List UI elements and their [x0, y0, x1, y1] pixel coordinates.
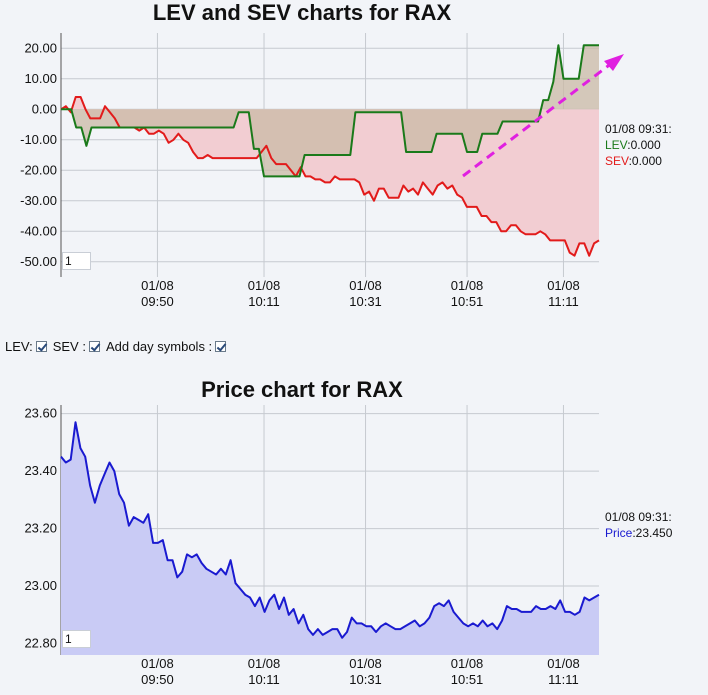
- x-tick-time: 10:11: [248, 672, 280, 687]
- x-tick-date: 01/08: [248, 278, 281, 293]
- x-tick-date: 01/08: [451, 278, 484, 293]
- x-tick-date: 01/08: [141, 278, 174, 293]
- sev-tooltip-row: SEV:0.000: [605, 154, 662, 168]
- y-tick-label: 0.00: [32, 101, 57, 116]
- lev-sev-x-ticks: 01/0809:5001/0810:1101/0810:3101/0810:51…: [141, 278, 580, 309]
- price-tooltip-label: Price: [605, 526, 633, 540]
- price-fill: [61, 422, 599, 655]
- y-tick-label: -10.00: [20, 132, 57, 147]
- y-tick-label: 23.20: [24, 521, 57, 536]
- day-symbols-checkbox[interactable]: [215, 341, 227, 352]
- y-tick-label: 23.40: [24, 463, 57, 478]
- price-area: [61, 422, 599, 655]
- x-tick-date: 01/08: [141, 656, 174, 671]
- lev-sev-tooltip: 01/08 09:31: LEV:0.000 SEV:0.000: [605, 122, 672, 168]
- price-x-ticks: 01/0809:5001/0810:1101/0810:3101/0810:51…: [141, 656, 580, 687]
- x-tick-date: 01/08: [547, 278, 580, 293]
- lev-toggle-label: LEV:: [5, 339, 33, 354]
- lev-sev-tooltip-time: 01/08 09:31:: [605, 122, 672, 136]
- lev-sev-fills: [61, 45, 599, 256]
- x-tick-time: 09:50: [141, 294, 174, 309]
- y-tick-label: -30.00: [20, 193, 57, 208]
- x-tick-date: 01/08: [547, 656, 580, 671]
- trend-arrow-head: [604, 54, 624, 71]
- x-tick-time: 10:31: [349, 672, 382, 687]
- lev-line: [61, 44, 599, 178]
- price-y-ticks: 23.60 23.40 23.20 23.00 22.80: [24, 406, 57, 651]
- x-tick-time: 10:31: [349, 294, 382, 309]
- y-tick-label: -50.00: [20, 254, 57, 269]
- x-tick-time: 10:51: [451, 294, 484, 309]
- price-tooltip: 01/08 09:31: Price:23.450: [605, 510, 673, 540]
- lev-sev-lines: [60, 44, 600, 257]
- sev-line: [60, 96, 600, 257]
- sev-tooltip-label: SEV: [605, 154, 629, 168]
- sev-toggle-label: SEV :: [52, 339, 86, 354]
- x-tick-time: 11:11: [548, 672, 579, 687]
- x-tick-time: 10:51: [451, 672, 484, 687]
- price-zoom-input[interactable]: [62, 630, 91, 648]
- lev-sev-chart[interactable]: LEV and SEV charts for RAX 20.00 10.00 0.0…: [20, 0, 672, 309]
- x-tick-date: 01/08: [248, 656, 281, 671]
- lev-sev-zoom-input[interactable]: [62, 252, 91, 270]
- trend-arrow-line: [462, 61, 613, 178]
- price-tooltip-time: 01/08 09:31:: [605, 510, 672, 524]
- day-symbols-label: Add day symbols :: [105, 339, 213, 354]
- y-tick-label: 23.00: [24, 578, 57, 593]
- price-line: [60, 421, 600, 639]
- x-tick-time: 11:11: [548, 294, 579, 309]
- x-tick-date: 01/08: [349, 656, 382, 671]
- price-chart-title: Price chart for RAX: [201, 377, 403, 402]
- x-tick-time: 10:11: [248, 294, 280, 309]
- y-tick-label: 23.60: [24, 406, 57, 421]
- lev-tooltip-value: :0.000: [627, 138, 661, 152]
- x-tick-date: 01/08: [349, 278, 382, 293]
- series-controls: LEV: SEV : Add day symbols :: [5, 339, 229, 354]
- y-tick-label: 22.80: [24, 636, 57, 651]
- lev-sev-y-ticks: 20.00 10.00 0.00 -10.00 -20.00 -30.00 -40.00 -5…: [20, 40, 57, 269]
- x-tick-time: 09:50: [141, 672, 174, 687]
- price-lines: [60, 421, 600, 639]
- y-tick-label: -20.00: [20, 162, 57, 177]
- y-tick-label: -40.00: [20, 223, 57, 238]
- y-tick-label: 10.00: [24, 71, 57, 86]
- lev-area: [61, 45, 599, 177]
- y-tick-label: 20.00: [24, 40, 57, 55]
- sev-tooltip-value: :0.000: [629, 154, 663, 168]
- lev-tooltip-row: LEV:0.000: [605, 138, 661, 152]
- sev-checkbox[interactable]: [88, 341, 100, 352]
- price-tooltip-row: Price:23.450: [605, 526, 673, 540]
- price-tooltip-value: :23.450: [632, 526, 672, 540]
- price-chart[interactable]: Price chart for RAX 23.60 23.40 23.20 23.00…: [24, 377, 672, 687]
- lev-tooltip-label: LEV: [605, 138, 628, 152]
- trend-arrow: [462, 54, 624, 178]
- x-tick-date: 01/08: [451, 656, 484, 671]
- lev-sev-chart-title: LEV and SEV charts for RAX: [153, 0, 452, 25]
- lev-checkbox[interactable]: [35, 341, 47, 352]
